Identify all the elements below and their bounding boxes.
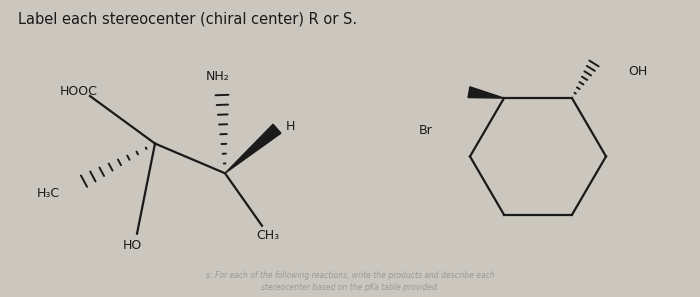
Text: stereocenter based on the pKa table provided.: stereocenter based on the pKa table prov… <box>261 283 439 292</box>
Text: H₃C: H₃C <box>37 187 60 200</box>
Text: s: For each of the following reactions, write the products and describe each: s: For each of the following reactions, … <box>206 271 494 280</box>
Text: H: H <box>286 120 295 133</box>
Polygon shape <box>225 124 281 173</box>
Text: OH: OH <box>628 65 648 78</box>
Text: Br: Br <box>419 124 432 137</box>
Text: CH₃: CH₃ <box>256 229 279 242</box>
Text: NH₂: NH₂ <box>206 70 230 83</box>
Text: HOOC: HOOC <box>60 85 98 98</box>
Text: HO: HO <box>122 239 141 252</box>
Text: Label each stereocenter (chiral center) R or S.: Label each stereocenter (chiral center) … <box>18 12 357 27</box>
Polygon shape <box>468 87 504 98</box>
